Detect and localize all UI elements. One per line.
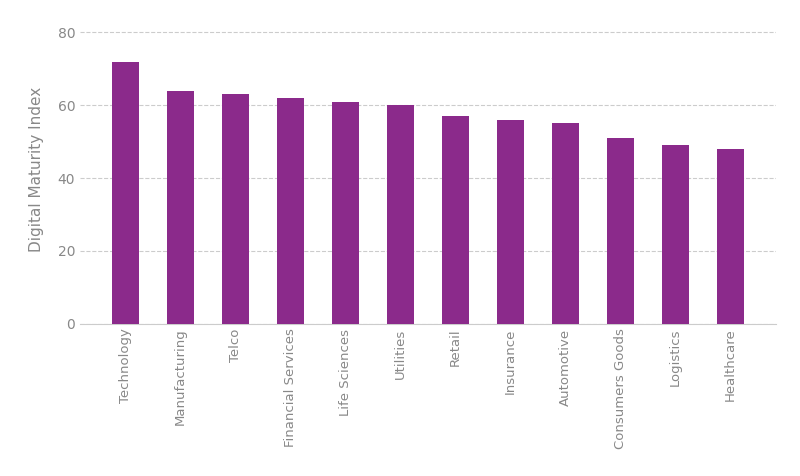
Bar (717, 149, 744, 324)
Bar (442, 116, 470, 324)
Bar (166, 91, 194, 324)
Bar (332, 102, 359, 324)
Bar (386, 105, 414, 324)
Bar (607, 138, 634, 324)
Bar (277, 98, 304, 324)
Bar (662, 145, 690, 324)
Bar (552, 123, 579, 324)
Y-axis label: Digital Maturity Index: Digital Maturity Index (29, 86, 44, 252)
Bar (112, 61, 139, 324)
Bar (497, 120, 524, 324)
Bar (222, 94, 249, 324)
